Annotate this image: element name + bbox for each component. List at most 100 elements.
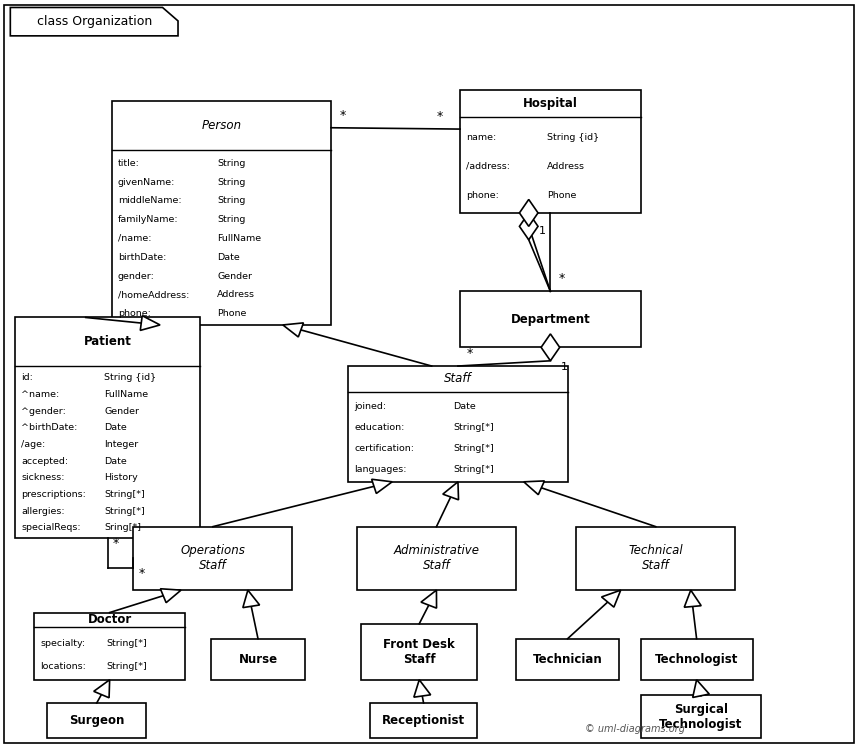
Text: 1: 1	[561, 362, 568, 372]
FancyBboxPatch shape	[641, 695, 761, 738]
Text: gender:: gender:	[118, 272, 155, 281]
Text: Staff: Staff	[444, 372, 472, 385]
Text: specialReqs:: specialReqs:	[22, 524, 81, 533]
Text: joined:: joined:	[354, 402, 386, 411]
Polygon shape	[243, 590, 260, 607]
Text: Doctor: Doctor	[88, 613, 132, 627]
Text: prescriptions:: prescriptions:	[22, 490, 86, 499]
Text: Nurse: Nurse	[238, 653, 278, 666]
Text: Operations
Staff: Operations Staff	[181, 545, 245, 572]
Text: String: String	[217, 178, 245, 187]
Text: givenName:: givenName:	[118, 178, 175, 187]
Text: /age:: /age:	[22, 440, 46, 449]
Text: certification:: certification:	[354, 444, 415, 453]
Text: Surgeon: Surgeon	[69, 714, 125, 727]
Text: Administrative
Staff: Administrative Staff	[393, 545, 479, 572]
FancyBboxPatch shape	[370, 703, 477, 738]
Text: *: *	[138, 567, 144, 580]
Text: String[*]: String[*]	[453, 465, 494, 474]
Text: Patient: Patient	[84, 335, 132, 348]
FancyBboxPatch shape	[4, 5, 854, 743]
Text: phone:: phone:	[466, 191, 499, 200]
Polygon shape	[94, 680, 110, 698]
Text: id:: id:	[22, 374, 34, 382]
Polygon shape	[414, 680, 431, 697]
Text: middleName:: middleName:	[118, 196, 181, 205]
Polygon shape	[372, 480, 392, 494]
Text: String {id}: String {id}	[547, 133, 599, 142]
FancyBboxPatch shape	[47, 703, 146, 738]
Text: languages:: languages:	[354, 465, 407, 474]
Text: String: String	[217, 215, 245, 224]
Text: accepted:: accepted:	[22, 456, 69, 465]
Text: FullName: FullName	[217, 234, 261, 243]
Text: Date: Date	[217, 252, 240, 261]
Text: title:: title:	[118, 159, 139, 168]
FancyBboxPatch shape	[516, 639, 619, 680]
Text: Person: Person	[201, 119, 242, 132]
Text: Date: Date	[104, 424, 127, 433]
Text: String[*]: String[*]	[107, 639, 147, 648]
Polygon shape	[524, 481, 544, 495]
FancyBboxPatch shape	[211, 639, 305, 680]
Text: phone:: phone:	[118, 309, 150, 318]
Text: String[*]: String[*]	[453, 444, 494, 453]
Polygon shape	[519, 199, 538, 226]
Text: *: *	[340, 109, 346, 122]
Text: Phone: Phone	[547, 191, 576, 200]
Text: /name:: /name:	[118, 234, 151, 243]
Text: Date: Date	[104, 456, 127, 465]
Text: String: String	[217, 159, 245, 168]
Polygon shape	[519, 213, 538, 240]
FancyBboxPatch shape	[357, 527, 516, 590]
FancyBboxPatch shape	[460, 90, 641, 213]
Text: Front Desk
Staff: Front Desk Staff	[384, 638, 455, 666]
FancyBboxPatch shape	[361, 624, 477, 680]
Text: ^gender:: ^gender:	[22, 406, 66, 415]
Text: ^name:: ^name:	[22, 390, 59, 399]
Text: *: *	[466, 347, 473, 360]
Text: String[*]: String[*]	[104, 506, 145, 515]
FancyBboxPatch shape	[34, 613, 185, 680]
Polygon shape	[601, 590, 621, 607]
Text: education:: education:	[354, 423, 405, 432]
Text: String {id}: String {id}	[104, 374, 157, 382]
Text: locations:: locations:	[40, 662, 86, 671]
Text: Technical
Staff: Technical Staff	[629, 545, 683, 572]
Text: Gender: Gender	[104, 406, 139, 415]
Text: allergies:: allergies:	[22, 506, 65, 515]
Text: birthDate:: birthDate:	[118, 252, 166, 261]
Polygon shape	[283, 323, 304, 337]
Text: Technician: Technician	[532, 653, 603, 666]
Text: Gender: Gender	[217, 272, 252, 281]
Text: Address: Address	[547, 162, 585, 171]
FancyBboxPatch shape	[576, 527, 735, 590]
FancyBboxPatch shape	[112, 101, 331, 325]
Text: *: *	[114, 537, 120, 550]
Polygon shape	[443, 482, 458, 500]
Text: specialty:: specialty:	[40, 639, 85, 648]
Polygon shape	[160, 589, 181, 603]
FancyBboxPatch shape	[460, 291, 641, 347]
Polygon shape	[685, 590, 701, 607]
Polygon shape	[692, 680, 710, 698]
Text: name:: name:	[466, 133, 496, 142]
Text: /homeAddress:: /homeAddress:	[118, 291, 189, 300]
Text: *: *	[437, 110, 443, 123]
Text: /address:: /address:	[466, 162, 510, 171]
Text: String[*]: String[*]	[453, 423, 494, 432]
FancyBboxPatch shape	[348, 366, 568, 482]
Text: Address: Address	[217, 291, 255, 300]
FancyBboxPatch shape	[133, 527, 292, 590]
Text: Sring[*]: Sring[*]	[104, 524, 141, 533]
Text: History: History	[104, 474, 138, 483]
Text: *: *	[559, 273, 565, 285]
Text: String[*]: String[*]	[104, 490, 145, 499]
Text: Receptionist: Receptionist	[382, 714, 465, 727]
Text: 1: 1	[539, 226, 546, 236]
Text: sickness:: sickness:	[22, 474, 65, 483]
Text: Surgical
Technologist: Surgical Technologist	[660, 703, 742, 731]
Polygon shape	[421, 590, 437, 608]
Text: Department: Department	[511, 313, 590, 326]
Text: Phone: Phone	[217, 309, 247, 318]
